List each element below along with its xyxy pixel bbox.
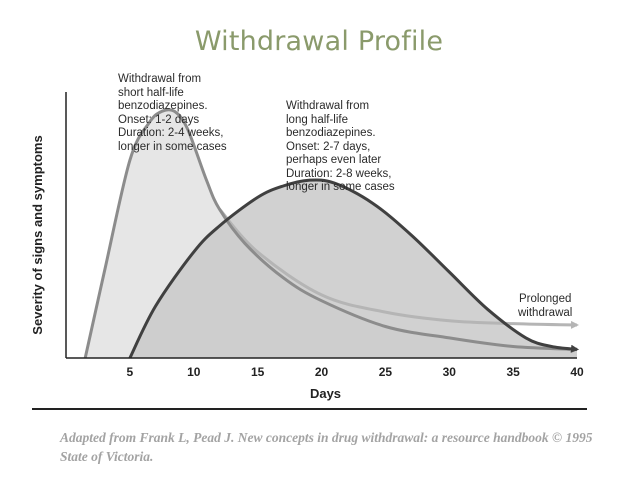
- x-tick-label: 20: [315, 365, 329, 379]
- annotation-line: Withdrawal from: [286, 100, 370, 112]
- page-title: Withdrawal Profile: [194, 26, 444, 57]
- annotation-line: benzodiazepines.: [118, 100, 208, 112]
- annotation-line: short half-life: [118, 86, 184, 99]
- annotation-line: longer in some cases: [286, 181, 395, 193]
- chart-lines: [83, 108, 579, 359]
- chart-areas: [85, 109, 577, 358]
- prolonged-withdrawal-line: [218, 207, 579, 329]
- long-half-life-annotation: Withdrawal from long half-life benzodiaz…: [286, 100, 395, 195]
- annotation-line: withdrawal: [518, 306, 573, 319]
- x-tick-label: 10: [187, 365, 201, 379]
- divider-line: [32, 408, 587, 410]
- annotation-line: Onset: 2-7 days,: [286, 140, 371, 153]
- short-half-life-annotation: Withdrawal from short half-life benzodia…: [118, 73, 227, 154]
- long-half-life-line: [128, 178, 579, 359]
- x-axis-label: Days: [310, 386, 341, 401]
- x-tick-label: 35: [506, 365, 520, 379]
- annotation-line: Duration: 2-8 weeks,: [286, 167, 392, 180]
- annotation-line: benzodiazepines.: [286, 127, 376, 139]
- annotation-line: Withdrawal from: [118, 73, 202, 85]
- annotation-line: perhaps even later: [286, 154, 382, 166]
- prolonged-withdrawal-annotation: Prolonged withdrawal: [518, 293, 572, 320]
- x-tick-label: 40: [570, 365, 584, 379]
- x-tick-label: 30: [443, 365, 457, 379]
- source-citation: Adapted from Frank L, Pead J. New concep…: [60, 430, 593, 464]
- x-tick-label: 15: [251, 365, 265, 379]
- annotation-line: Onset: 1-2 days: [118, 113, 200, 126]
- short-half-life-line: [83, 108, 579, 359]
- chart-axes: [65, 92, 577, 359]
- annotation-line: longer in some cases: [118, 140, 227, 153]
- long-half-life-area: [129, 179, 577, 358]
- x-tick-labels: 5 10 15 20 25 30 35 40: [127, 365, 584, 379]
- annotation-line: Duration: 2-4 weeks,: [118, 127, 224, 139]
- x-tick-label: 25: [379, 365, 393, 379]
- annotation-line: long half-life: [286, 113, 349, 126]
- annotation-line: Prolonged: [518, 293, 572, 305]
- y-axis-label: Severity of signs and symptoms: [30, 135, 45, 334]
- x-tick-label: 5: [127, 365, 134, 379]
